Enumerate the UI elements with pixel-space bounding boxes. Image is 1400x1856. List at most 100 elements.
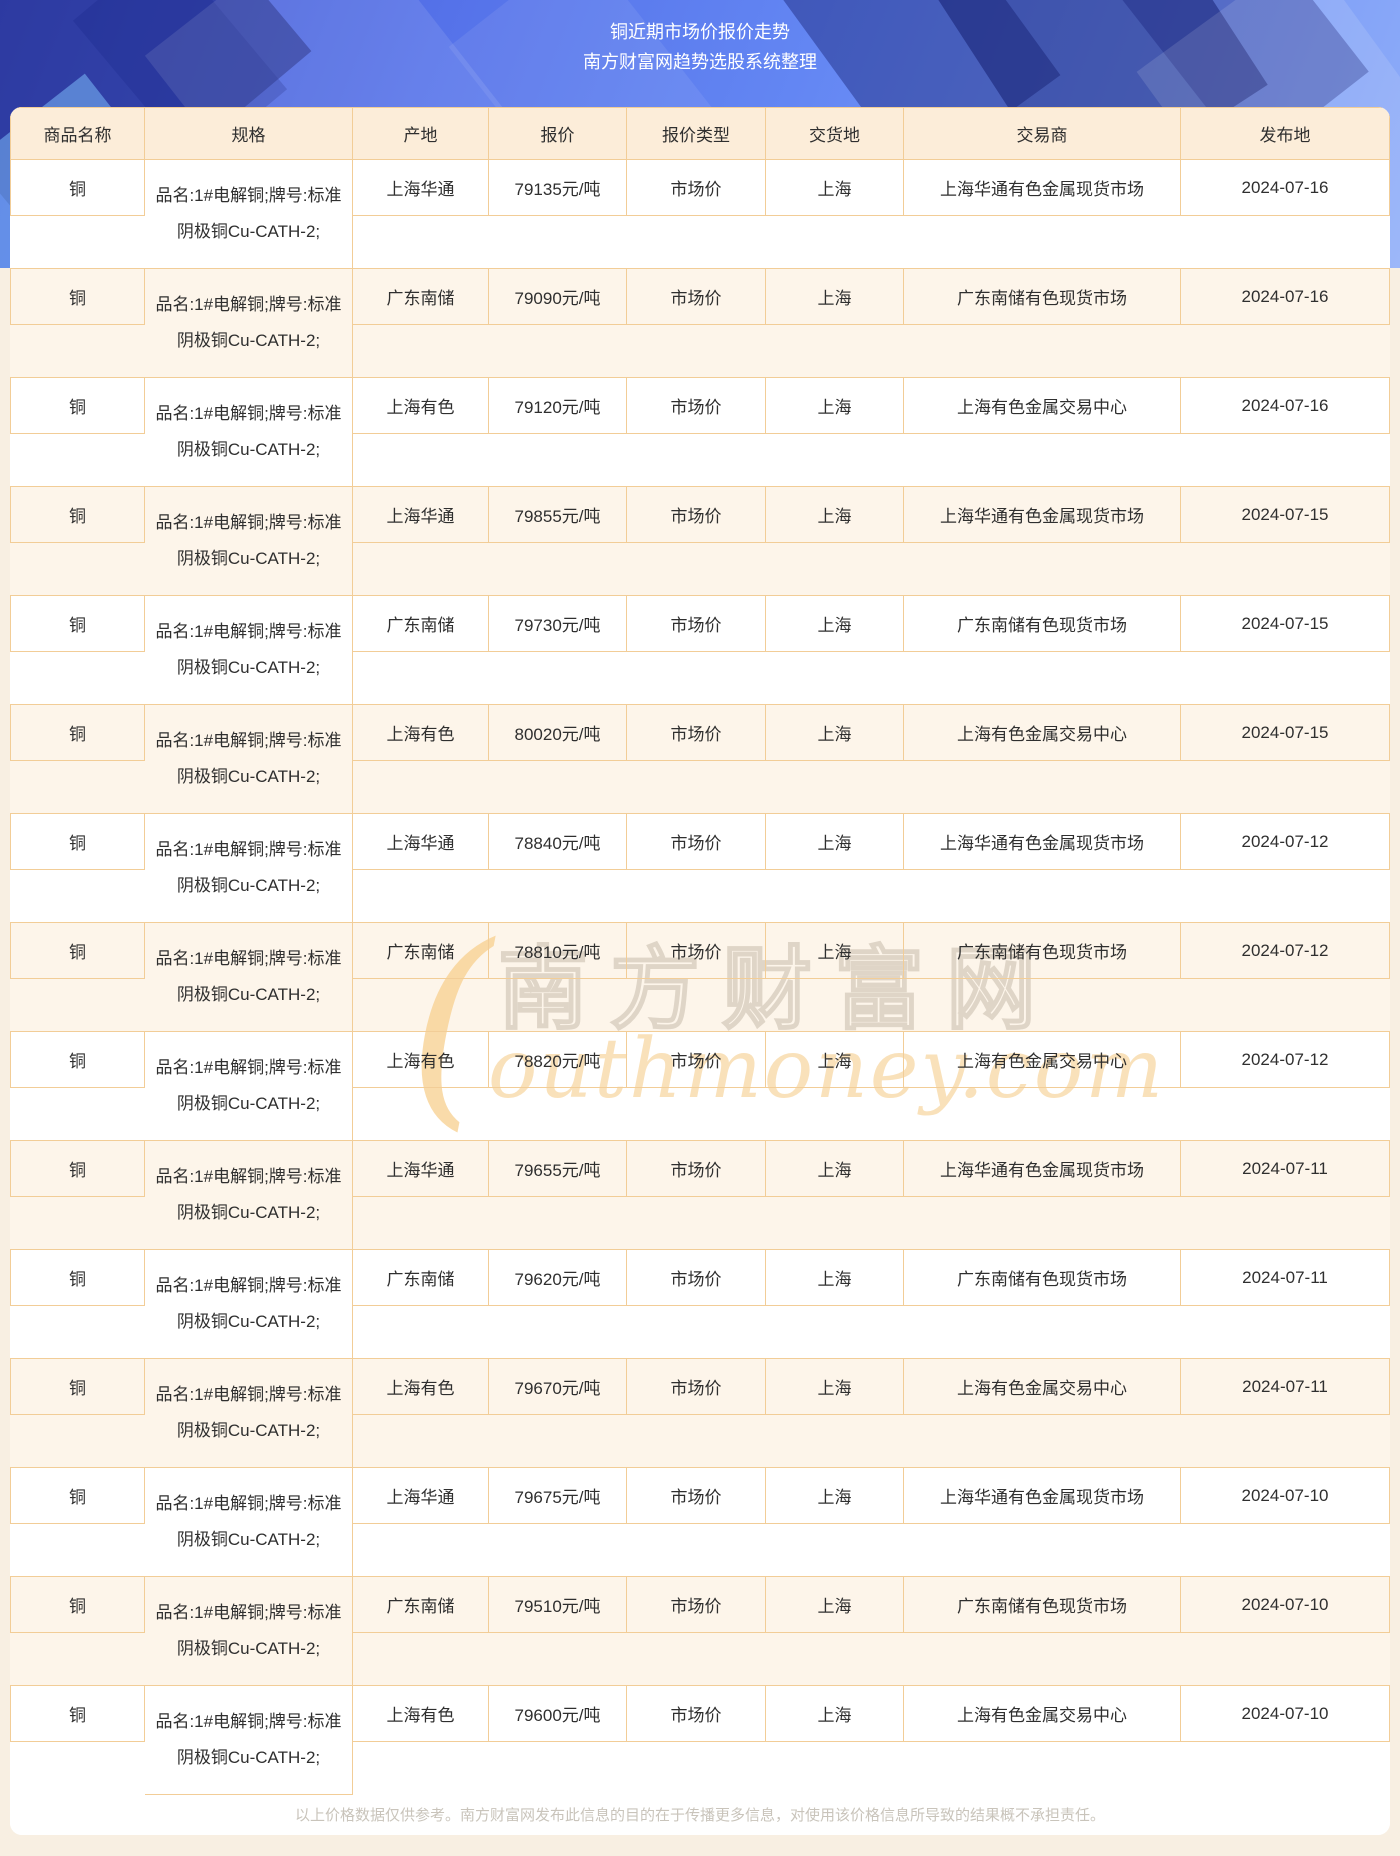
cell-spec: 品名:1#电解铜;牌号:标准阴极铜Cu-CATH-2; bbox=[145, 268, 353, 378]
cell-pub-date: 2024-07-10 bbox=[1181, 1576, 1390, 1633]
col-header-dealer: 交易商 bbox=[904, 107, 1181, 160]
cell-price-type: 市场价 bbox=[627, 268, 766, 325]
table-row: 铜 品名:1#电解铜;牌号:标准阴极铜Cu-CATH-2; 上海有色 79120… bbox=[10, 377, 1390, 487]
table-header-row: 商品名称 规格 产地 报价 报价类型 交货地 交易商 发布地 bbox=[10, 107, 1390, 160]
cell-origin: 上海华通 bbox=[353, 1140, 489, 1197]
cell-dealer: 上海华通有色金属现货市场 bbox=[904, 486, 1181, 543]
cell-dealer: 上海有色金属交易中心 bbox=[904, 704, 1181, 761]
cell-pub-date: 2024-07-12 bbox=[1181, 922, 1390, 979]
cell-spec: 品名:1#电解铜;牌号:标准阴极铜Cu-CATH-2; bbox=[145, 486, 353, 596]
cell-price: 79090元/吨 bbox=[489, 268, 627, 325]
cell-product-name: 铜 bbox=[10, 159, 145, 216]
cell-dealer: 上海有色金属交易中心 bbox=[904, 1358, 1181, 1415]
cell-delivery: 上海 bbox=[766, 1576, 904, 1633]
cell-product-name: 铜 bbox=[10, 704, 145, 761]
cell-price: 79620元/吨 bbox=[489, 1249, 627, 1306]
cell-product-name: 铜 bbox=[10, 1140, 145, 1197]
banner-titles: 铜近期市场价报价走势 南方财富网趋势选股系统整理 bbox=[0, 17, 1400, 77]
cell-spec: 品名:1#电解铜;牌号:标准阴极铜Cu-CATH-2; bbox=[145, 1685, 353, 1795]
table-row: 铜 品名:1#电解铜;牌号:标准阴极铜Cu-CATH-2; 上海华通 79675… bbox=[10, 1467, 1390, 1577]
cell-dealer: 上海华通有色金属现货市场 bbox=[904, 1140, 1181, 1197]
cell-delivery: 上海 bbox=[766, 1685, 904, 1742]
cell-spec: 品名:1#电解铜;牌号:标准阴极铜Cu-CATH-2; bbox=[145, 595, 353, 705]
cell-origin: 上海华通 bbox=[353, 813, 489, 870]
cell-pub-date: 2024-07-15 bbox=[1181, 486, 1390, 543]
cell-spec: 品名:1#电解铜;牌号:标准阴极铜Cu-CATH-2; bbox=[145, 1576, 353, 1686]
cell-pub-date: 2024-07-16 bbox=[1181, 268, 1390, 325]
cell-pub-date: 2024-07-10 bbox=[1181, 1467, 1390, 1524]
cell-delivery: 上海 bbox=[766, 1358, 904, 1415]
col-header-price-type: 报价类型 bbox=[627, 107, 766, 160]
cell-pub-date: 2024-07-12 bbox=[1181, 1031, 1390, 1088]
cell-product-name: 铜 bbox=[10, 486, 145, 543]
cell-product-name: 铜 bbox=[10, 268, 145, 325]
cell-origin: 上海华通 bbox=[353, 159, 489, 216]
cell-price-type: 市场价 bbox=[627, 1140, 766, 1197]
cell-pub-date: 2024-07-11 bbox=[1181, 1249, 1390, 1306]
cell-origin: 广东南储 bbox=[353, 268, 489, 325]
cell-price-type: 市场价 bbox=[627, 1576, 766, 1633]
cell-delivery: 上海 bbox=[766, 268, 904, 325]
cell-price: 79655元/吨 bbox=[489, 1140, 627, 1197]
col-header-delivery: 交货地 bbox=[766, 107, 904, 160]
cell-price-type: 市场价 bbox=[627, 1685, 766, 1742]
cell-price: 79120元/吨 bbox=[489, 377, 627, 434]
cell-product-name: 铜 bbox=[10, 1031, 145, 1088]
table-body: 铜 品名:1#电解铜;牌号:标准阴极铜Cu-CATH-2; 上海华通 79135… bbox=[10, 159, 1390, 1795]
cell-delivery: 上海 bbox=[766, 1031, 904, 1088]
cell-origin: 上海有色 bbox=[353, 704, 489, 761]
cell-price-type: 市场价 bbox=[627, 813, 766, 870]
cell-dealer: 广东南储有色现货市场 bbox=[904, 1249, 1181, 1306]
cell-delivery: 上海 bbox=[766, 1249, 904, 1306]
cell-price-type: 市场价 bbox=[627, 159, 766, 216]
cell-price-type: 市场价 bbox=[627, 1031, 766, 1088]
cell-origin: 上海有色 bbox=[353, 1358, 489, 1415]
cell-pub-date: 2024-07-11 bbox=[1181, 1358, 1390, 1415]
col-header-origin: 产地 bbox=[353, 107, 489, 160]
cell-product-name: 铜 bbox=[10, 377, 145, 434]
cell-delivery: 上海 bbox=[766, 595, 904, 652]
table-row: 铜 品名:1#电解铜;牌号:标准阴极铜Cu-CATH-2; 上海华通 79855… bbox=[10, 486, 1390, 596]
cell-price: 80020元/吨 bbox=[489, 704, 627, 761]
cell-price-type: 市场价 bbox=[627, 595, 766, 652]
cell-price-type: 市场价 bbox=[627, 1358, 766, 1415]
table-row: 铜 品名:1#电解铜;牌号:标准阴极铜Cu-CATH-2; 上海有色 79670… bbox=[10, 1358, 1390, 1468]
cell-product-name: 铜 bbox=[10, 1576, 145, 1633]
cell-spec: 品名:1#电解铜;牌号:标准阴极铜Cu-CATH-2; bbox=[145, 1031, 353, 1141]
cell-price: 79670元/吨 bbox=[489, 1358, 627, 1415]
cell-origin: 上海有色 bbox=[353, 377, 489, 434]
cell-delivery: 上海 bbox=[766, 813, 904, 870]
cell-delivery: 上海 bbox=[766, 159, 904, 216]
cell-origin: 广东南储 bbox=[353, 922, 489, 979]
table-row: 铜 品名:1#电解铜;牌号:标准阴极铜Cu-CATH-2; 广东南储 79730… bbox=[10, 595, 1390, 705]
cell-dealer: 广东南储有色现货市场 bbox=[904, 922, 1181, 979]
cell-price: 79135元/吨 bbox=[489, 159, 627, 216]
table-row: 铜 品名:1#电解铜;牌号:标准阴极铜Cu-CATH-2; 广东南储 79090… bbox=[10, 268, 1390, 378]
cell-spec: 品名:1#电解铜;牌号:标准阴极铜Cu-CATH-2; bbox=[145, 813, 353, 923]
cell-pub-date: 2024-07-11 bbox=[1181, 1140, 1390, 1197]
cell-dealer: 广东南储有色现货市场 bbox=[904, 268, 1181, 325]
cell-price-type: 市场价 bbox=[627, 377, 766, 434]
cell-price: 79600元/吨 bbox=[489, 1685, 627, 1742]
cell-dealer: 上海华通有色金属现货市场 bbox=[904, 159, 1181, 216]
cell-product-name: 铜 bbox=[10, 1249, 145, 1306]
cell-spec: 品名:1#电解铜;牌号:标准阴极铜Cu-CATH-2; bbox=[145, 704, 353, 814]
cell-price: 79855元/吨 bbox=[489, 486, 627, 543]
table-row: 铜 品名:1#电解铜;牌号:标准阴极铜Cu-CATH-2; 上海有色 80020… bbox=[10, 704, 1390, 814]
col-header-spec: 规格 bbox=[145, 107, 353, 160]
quote-table-card: 商品名称 规格 产地 报价 报价类型 交货地 交易商 发布地 铜 品名:1#电解… bbox=[10, 107, 1390, 1835]
cell-price: 78820元/吨 bbox=[489, 1031, 627, 1088]
table-row: 铜 品名:1#电解铜;牌号:标准阴极铜Cu-CATH-2; 上海华通 78840… bbox=[10, 813, 1390, 923]
cell-dealer: 上海有色金属交易中心 bbox=[904, 377, 1181, 434]
page-title: 铜近期市场价报价走势 bbox=[610, 22, 790, 42]
table-row: 铜 品名:1#电解铜;牌号:标准阴极铜Cu-CATH-2; 上海华通 79655… bbox=[10, 1140, 1390, 1250]
cell-dealer: 上海华通有色金属现货市场 bbox=[904, 1467, 1181, 1524]
page-subtitle: 南方财富网趋势选股系统整理 bbox=[583, 52, 817, 72]
cell-origin: 上海有色 bbox=[353, 1685, 489, 1742]
cell-product-name: 铜 bbox=[10, 1467, 145, 1524]
cell-pub-date: 2024-07-10 bbox=[1181, 1685, 1390, 1742]
cell-dealer: 上海华通有色金属现货市场 bbox=[904, 813, 1181, 870]
cell-spec: 品名:1#电解铜;牌号:标准阴极铜Cu-CATH-2; bbox=[145, 1249, 353, 1359]
cell-delivery: 上海 bbox=[766, 377, 904, 434]
